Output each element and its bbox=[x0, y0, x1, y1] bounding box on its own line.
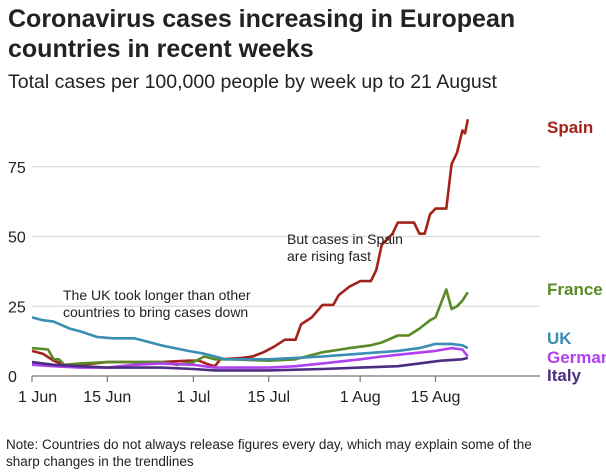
x-tick-label: 1 Jun bbox=[18, 389, 57, 406]
x-tick-label: 1 Jul bbox=[177, 389, 211, 406]
spain-annotation-line: are rising fast bbox=[287, 248, 372, 264]
footnote: Note: Countries do not always release fi… bbox=[6, 436, 532, 470]
chart-title: Coronavirus cases increasing in European… bbox=[8, 5, 516, 63]
series-line-france bbox=[31, 288, 469, 367]
footnote-line: Note: Countries do not always release fi… bbox=[6, 437, 532, 452]
series-label-uk: UK bbox=[547, 329, 572, 348]
series-label-italy: Italy bbox=[547, 366, 582, 385]
spain-annotation-line: But cases in Spain bbox=[287, 231, 403, 247]
series-label-spain: Spain bbox=[547, 118, 593, 137]
uk-annotation-line: The UK took longer than other bbox=[63, 287, 251, 303]
series-label-germany: Germany bbox=[547, 348, 606, 367]
spain-annotation: But cases in Spain are rising fast bbox=[287, 231, 403, 265]
series-label-france: France bbox=[547, 280, 603, 299]
y-tick-label: 25 bbox=[8, 299, 26, 316]
chart-subtitle: Total cases per 100,000 people by week u… bbox=[8, 71, 497, 93]
x-tick-label: 15 Aug bbox=[411, 389, 461, 406]
uk-annotation-line: countries to bring cases down bbox=[63, 304, 249, 320]
y-tick-label: 50 bbox=[8, 230, 26, 247]
x-tick-label: 1 Aug bbox=[340, 389, 381, 406]
series-line-uk bbox=[31, 316, 469, 361]
y-tick-label: 0 bbox=[8, 369, 17, 386]
uk-annotation: The UK took longer than other countries … bbox=[63, 287, 251, 321]
series-line-italy bbox=[31, 356, 469, 372]
footnote-line: sharp changes in the trendlines bbox=[6, 454, 194, 469]
y-tick-label: 75 bbox=[8, 160, 26, 177]
x-tick-label: 15 Jul bbox=[247, 389, 290, 406]
x-tick-label: 15 Jun bbox=[83, 389, 131, 406]
